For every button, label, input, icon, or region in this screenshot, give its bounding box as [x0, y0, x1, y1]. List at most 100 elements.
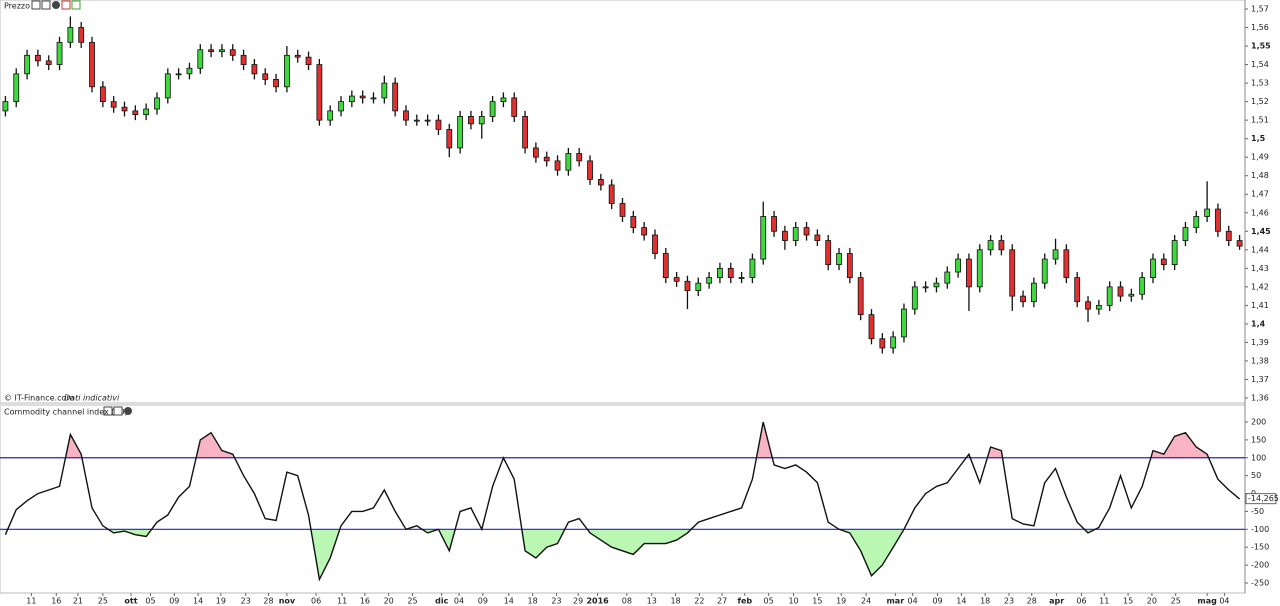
note: Dati indicativi — [64, 394, 120, 403]
cci-icons[interactable] — [103, 406, 132, 416]
icon-close[interactable] — [52, 1, 60, 9]
candle-body — [792, 227, 799, 241]
candle-body — [338, 101, 344, 112]
candle-body — [1063, 249, 1070, 278]
x-tick-label: 24 — [861, 597, 871, 606]
candle-body — [673, 277, 680, 282]
x-tick-label: 15 — [812, 597, 822, 606]
candle-body — [348, 95, 355, 103]
x-tick-label: 04 — [454, 597, 464, 606]
y-tick-label: 200 — [1251, 418, 1266, 427]
y-tick-label: 1,53 — [1251, 79, 1269, 88]
candle-body — [695, 282, 702, 291]
candle-body — [901, 308, 907, 338]
candle-body — [283, 54, 290, 88]
candle-body — [219, 49, 225, 53]
icon-add[interactable] — [61, 0, 71, 10]
candle-body — [1225, 230, 1232, 241]
candle-body — [197, 49, 204, 69]
icon-close[interactable] — [124, 407, 132, 415]
candle-body — [857, 277, 864, 316]
candle-body — [316, 64, 323, 121]
y-tick-label: 1,38 — [1251, 356, 1269, 365]
x-tick-label: 15 — [1123, 597, 1133, 606]
price-title: Prezzo — [4, 2, 30, 11]
y-tick-label: 100 — [1251, 453, 1266, 462]
x-tick-label: ott — [124, 597, 137, 606]
candle-body — [175, 73, 182, 76]
y-tick-label: 1,52 — [1251, 97, 1269, 106]
x-tick-label: 14 — [193, 597, 203, 606]
y-tick-label: 1,48 — [1251, 171, 1269, 180]
candle-body — [56, 41, 63, 65]
candle-body — [1074, 277, 1081, 303]
x-tick-label: 14 — [504, 597, 514, 606]
candle-body — [976, 249, 983, 288]
candle-body — [846, 253, 853, 278]
candle-body — [251, 64, 258, 75]
candle-body — [186, 67, 193, 75]
y-tick-label: -150 — [1251, 543, 1269, 552]
candle-body — [1106, 286, 1113, 306]
candle-body — [987, 240, 994, 251]
y-tick-label: 50 — [1251, 471, 1261, 480]
candle-body — [998, 240, 1005, 251]
x-tick-label: 11 — [337, 597, 347, 606]
x-tick-label: 16 — [51, 597, 61, 606]
source: © IT-Finance.com — [4, 394, 74, 403]
candle-body — [911, 286, 918, 310]
x-tick-label: 20 — [384, 597, 394, 606]
candle-body — [565, 153, 572, 171]
y-tick-label: 1,37 — [1251, 375, 1269, 384]
cci-title: Commodity channel index (20) — [4, 408, 128, 417]
candle-body — [1030, 282, 1037, 303]
y-tick-label: 1,55 — [1251, 42, 1271, 51]
candle-body — [868, 314, 875, 340]
candle-body — [1128, 293, 1135, 297]
candle-body — [370, 97, 377, 100]
candle-body — [1204, 208, 1211, 217]
candle-body — [966, 258, 972, 288]
candle-body — [468, 116, 474, 125]
candle-body — [706, 277, 713, 284]
x-tick-label: 25 — [1171, 597, 1181, 606]
candle-body — [522, 116, 528, 149]
y-tick-label: 1,44 — [1251, 245, 1269, 254]
candle-body — [771, 216, 777, 232]
icon-window[interactable] — [113, 406, 123, 416]
candle-body — [760, 216, 767, 260]
candle-body — [662, 253, 669, 278]
candle-body — [446, 129, 453, 149]
x-tick-label: 09 — [932, 597, 942, 606]
y-tick-label: 1,41 — [1251, 301, 1269, 310]
y-tick-label: 1,36 — [1251, 394, 1269, 403]
cci-line — [4, 421, 1241, 582]
x-tick-label: 22 — [694, 597, 704, 606]
x-tick-label: 28 — [263, 597, 273, 606]
x-tick-label: 10 — [788, 597, 798, 606]
x-tick-label: 16 — [360, 597, 370, 606]
icon-window[interactable] — [41, 0, 51, 10]
candle-body — [45, 60, 52, 65]
x-tick-label: 23 — [1004, 597, 1014, 606]
candle-body — [803, 227, 810, 236]
candle-body — [1041, 258, 1048, 284]
icon-plus[interactable] — [71, 0, 81, 10]
icon-settings[interactable] — [31, 0, 41, 10]
icon-settings[interactable] — [103, 406, 113, 416]
panel-icons[interactable] — [31, 0, 81, 10]
x-tick-label: 09 — [169, 597, 179, 606]
last-value-box — [1245, 493, 1277, 505]
candle-body — [1160, 258, 1167, 266]
x-tick-label: 14 — [956, 597, 966, 606]
candle-body — [435, 119, 442, 130]
x-tick-label: 08 — [622, 597, 632, 606]
candle-body — [532, 147, 539, 158]
y-tick-label: 1,54 — [1251, 60, 1269, 69]
x-tick-label: 06 — [1076, 597, 1086, 606]
y-tick-label: 1,43 — [1251, 264, 1269, 273]
candle-body — [554, 160, 561, 171]
y-tick-label: 1,47 — [1251, 190, 1269, 199]
x-tick-label: 28 — [1027, 597, 1037, 606]
